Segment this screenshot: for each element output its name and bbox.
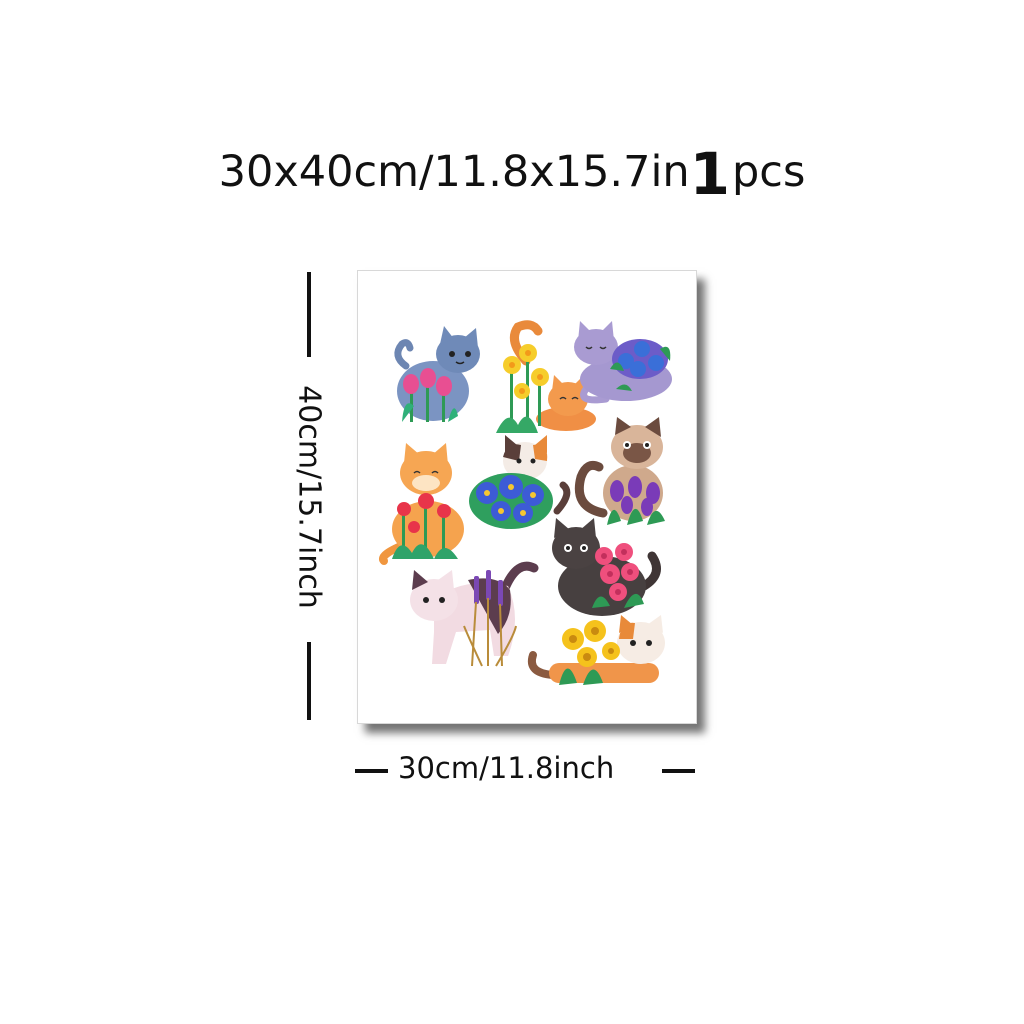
cat-crocus-illustration bbox=[574, 417, 665, 525]
quantity-unit: pcs bbox=[732, 147, 806, 197]
cat-roses-illustration bbox=[552, 518, 661, 616]
height-label: 40cm/15.7inch bbox=[291, 385, 327, 609]
width-bar-right bbox=[662, 769, 695, 773]
cat-daisies-illustration bbox=[528, 615, 665, 685]
cat-hydrangea-illustration bbox=[574, 321, 672, 404]
width-label: 30cm/11.8inch bbox=[398, 751, 615, 785]
height-bar-top bbox=[307, 272, 311, 357]
cat-lavender-illustration bbox=[410, 561, 539, 667]
cat-wildflowers-illustration bbox=[379, 443, 464, 565]
width-bar-left bbox=[355, 769, 388, 773]
canvas-print bbox=[357, 270, 697, 724]
size-text: 30x40cm/11.8x15.7in bbox=[218, 147, 690, 197]
cat-pansies-illustration bbox=[469, 435, 571, 529]
quantity-number: 1 bbox=[689, 140, 731, 208]
size-title: 30x40cm/11.8x15.7in1pcs bbox=[0, 138, 1024, 203]
height-bar-bottom bbox=[307, 642, 311, 720]
cat-tulips-illustration bbox=[394, 326, 480, 422]
